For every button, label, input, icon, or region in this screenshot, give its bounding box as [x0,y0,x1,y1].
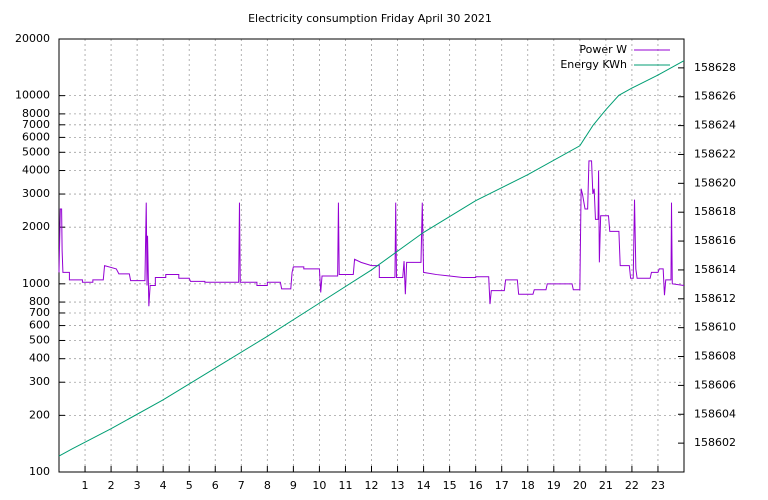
y2-tick-label: 158610 [694,321,736,334]
series-line [58,60,685,457]
y-tick-label: 700 [29,306,50,319]
y2-tick-label: 158624 [694,119,736,132]
chart-title: Electricity consumption Friday April 30 … [248,12,492,25]
y2-tick-label: 158608 [694,350,736,363]
y2-tick-label: 158626 [694,90,736,103]
y-tick-label: 200 [29,408,50,421]
y-tick-label: 1000 [22,277,50,290]
y-tick-label: 10000 [15,89,50,102]
y-tick-label: 800 [29,295,50,308]
x-tick-label: 3 [134,479,141,492]
x-tick-label: 19 [547,479,561,492]
y2-tick-label: 158606 [694,378,736,391]
x-tick-label: 2 [108,479,115,492]
series-line [58,160,685,307]
y-tick-label: 100 [29,465,50,478]
x-tick-label: 6 [212,479,219,492]
y-tick-label: 500 [29,333,50,346]
y2-tick-label: 158618 [694,205,736,218]
y2-tick-label: 158628 [694,61,736,74]
x-tick-label: 11 [338,479,352,492]
y2-tick-label: 158604 [694,407,736,420]
x-tick-label: 5 [186,479,193,492]
y2-tick-label: 158602 [694,436,736,449]
y-tick-label: 300 [29,375,50,388]
y-tick-label: 3000 [22,187,50,200]
x-tick-label: 9 [290,479,297,492]
y2-tick-label: 158622 [694,147,736,160]
y-tick-label: 20000 [15,32,50,45]
y-tick-label: 400 [29,352,50,365]
x-tick-label: 4 [160,479,167,492]
y-tick-label: 600 [29,319,50,332]
x-tick-label: 22 [625,479,639,492]
legend-label: Energy KWh [560,58,627,71]
y2-tick-label: 158620 [694,176,736,189]
x-tick-label: 7 [238,479,245,492]
y-tick-label: 4000 [22,164,50,177]
x-tick-label: 10 [312,479,326,492]
x-tick-label: 15 [443,479,457,492]
x-tick-label: 20 [573,479,587,492]
x-tick-label: 16 [469,479,483,492]
x-tick-label: 1 [82,479,89,492]
y-tick-label: 5000 [22,145,50,158]
y-tick-label: 2000 [22,220,50,233]
y-tick-label: 7000 [22,118,50,131]
y2-tick-label: 158616 [694,234,736,247]
y2-tick-label: 158612 [694,292,736,305]
y2-tick-label: 158614 [694,263,736,276]
x-tick-label: 23 [651,479,665,492]
x-tick-label: 14 [417,479,431,492]
x-tick-label: 13 [391,479,405,492]
y-tick-label: 6000 [22,130,50,143]
x-tick-label: 21 [599,479,613,492]
x-tick-label: 18 [521,479,535,492]
legend-label: Power W [579,43,627,56]
y-tick-label: 8000 [22,107,50,120]
x-tick-label: 12 [365,479,379,492]
x-tick-label: 17 [495,479,509,492]
x-tick-label: 8 [264,479,271,492]
